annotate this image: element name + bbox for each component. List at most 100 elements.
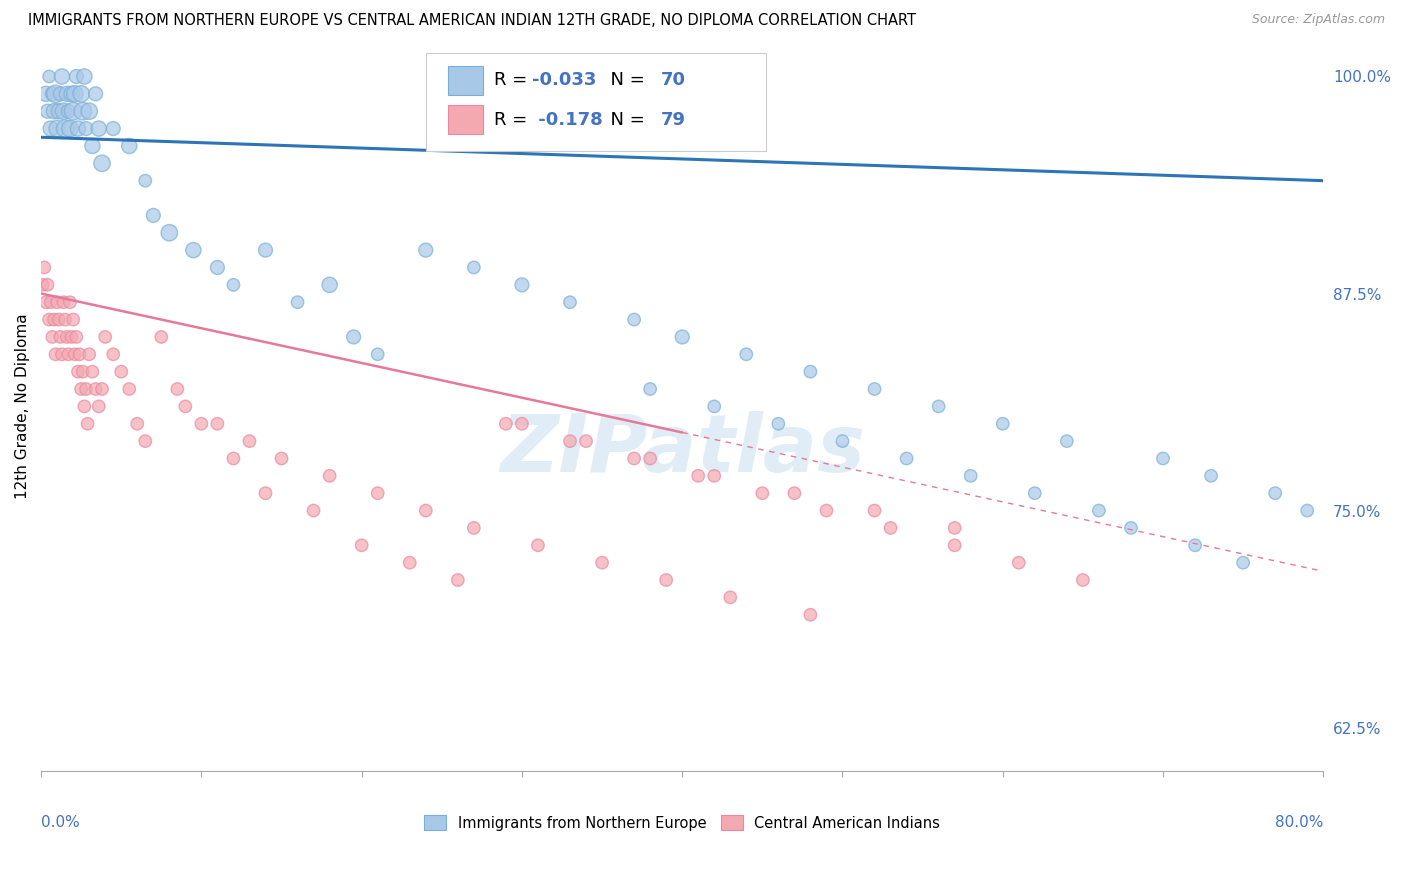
Point — [510, 277, 533, 292]
Point — [254, 243, 277, 257]
Point — [558, 295, 581, 310]
Point — [1088, 503, 1111, 517]
Point — [510, 417, 533, 431]
Point — [638, 451, 661, 466]
Point — [254, 486, 277, 500]
Point — [77, 104, 100, 119]
Point — [831, 434, 853, 449]
Point — [1056, 434, 1078, 449]
Point — [39, 295, 62, 310]
Point — [103, 347, 125, 361]
Point — [53, 312, 76, 326]
Point — [76, 417, 98, 431]
Point — [103, 121, 125, 136]
Point — [42, 312, 65, 326]
Point — [55, 87, 77, 101]
Point — [75, 121, 97, 136]
Point — [41, 330, 63, 344]
Text: R =: R = — [494, 111, 533, 128]
Point — [943, 521, 966, 535]
Point — [463, 260, 485, 275]
Point — [60, 87, 83, 101]
Point — [591, 556, 613, 570]
Point — [70, 87, 93, 101]
Point — [166, 382, 188, 396]
Point — [688, 468, 710, 483]
Point — [270, 451, 292, 466]
Point — [72, 104, 94, 119]
Point — [415, 243, 437, 257]
Point — [447, 573, 470, 587]
Point — [73, 70, 96, 84]
Point — [51, 347, 73, 361]
Point — [222, 451, 245, 466]
Point — [65, 70, 87, 84]
Point — [63, 347, 86, 361]
Point — [84, 87, 107, 101]
Point — [84, 382, 107, 396]
Point — [66, 365, 89, 379]
Point — [1232, 556, 1254, 570]
Point — [35, 295, 58, 310]
Text: 0.0%: 0.0% — [41, 814, 80, 830]
Point — [1071, 573, 1094, 587]
Point — [527, 538, 550, 552]
Point — [943, 538, 966, 552]
Point — [37, 104, 59, 119]
Point — [82, 139, 104, 153]
Point — [58, 347, 80, 361]
Point — [73, 400, 96, 414]
Point — [783, 486, 806, 500]
Point — [1024, 486, 1046, 500]
Point — [51, 70, 73, 84]
Text: R =: R = — [494, 71, 533, 89]
Point — [91, 156, 114, 170]
Point — [46, 121, 69, 136]
Point — [575, 434, 598, 449]
Point — [1296, 503, 1319, 517]
Point — [190, 417, 212, 431]
Point — [60, 330, 83, 344]
Point — [44, 347, 66, 361]
Point — [134, 174, 156, 188]
Point — [863, 503, 886, 517]
Point — [207, 417, 229, 431]
Point — [150, 330, 173, 344]
Text: IMMIGRANTS FROM NORTHERN EUROPE VS CENTRAL AMERICAN INDIAN 12TH GRADE, NO DIPLOM: IMMIGRANTS FROM NORTHERN EUROPE VS CENTR… — [28, 13, 917, 29]
Point — [62, 104, 84, 119]
Point — [75, 382, 97, 396]
Point — [1008, 556, 1031, 570]
Text: Source: ZipAtlas.com: Source: ZipAtlas.com — [1251, 13, 1385, 27]
Point — [118, 139, 141, 153]
Point — [815, 503, 838, 517]
Point — [55, 330, 77, 344]
Point — [799, 607, 821, 622]
Point — [59, 121, 82, 136]
Point — [77, 347, 100, 361]
Point — [415, 503, 437, 517]
Point — [41, 87, 63, 101]
Point — [463, 521, 485, 535]
Point — [350, 538, 373, 552]
Text: -0.033: -0.033 — [533, 71, 596, 89]
Text: 70: 70 — [661, 71, 685, 89]
Point — [183, 243, 205, 257]
FancyBboxPatch shape — [426, 53, 765, 151]
Point — [58, 104, 80, 119]
Point — [928, 400, 950, 414]
Point — [31, 277, 53, 292]
Point — [238, 434, 260, 449]
Text: N =: N = — [599, 71, 651, 89]
Point — [52, 295, 75, 310]
Point — [703, 400, 725, 414]
Point — [302, 503, 325, 517]
Point — [87, 400, 110, 414]
Point — [127, 417, 149, 431]
Point — [62, 312, 84, 326]
Point — [879, 521, 901, 535]
Text: N =: N = — [599, 111, 651, 128]
Y-axis label: 12th Grade, No Diploma: 12th Grade, No Diploma — [15, 314, 30, 500]
Point — [38, 312, 60, 326]
Point — [65, 330, 87, 344]
Point — [49, 87, 72, 101]
